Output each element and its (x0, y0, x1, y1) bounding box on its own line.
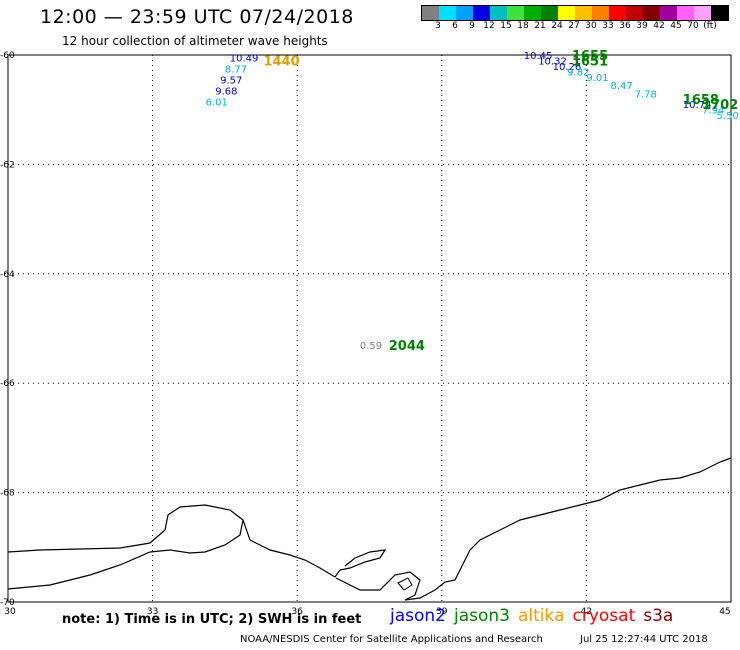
swh-value-label: 10.45 (524, 51, 553, 62)
colorbar-swatch (660, 6, 677, 20)
swh-value-label: 10.49 (230, 54, 259, 65)
colorbar-label: 6 (452, 21, 458, 31)
generated-timestamp: Jul 25 12:27:44 UTC 2018 (580, 634, 708, 645)
swh-value-label: 10.74 (683, 100, 712, 111)
lon-tick-label: 45 (719, 607, 730, 617)
lon-tick-label: 39 (436, 607, 448, 617)
colorbar-label: 9 (469, 21, 475, 31)
lat-tick-label: -66 (0, 379, 15, 389)
lat-tick-label: -64 (0, 270, 15, 280)
swh-value-label: 7.94 (702, 106, 724, 117)
colorbar-swatch (626, 6, 643, 20)
swh-value-label: 8.47 (611, 81, 633, 92)
legend-entry-altika: altika (518, 606, 565, 626)
lon-tick-label: 33 (147, 607, 158, 617)
colorbar-label: 15 (500, 21, 512, 31)
time-label: 1655 (572, 49, 608, 64)
colorbar-swatch (609, 6, 626, 20)
colorbar-swatch (592, 6, 609, 20)
lon-tick-label: 42 (581, 607, 592, 617)
colorbar-label: 33 (602, 21, 614, 31)
lat-tick-label: -60 (0, 51, 15, 61)
colorbar-swatch (541, 6, 558, 20)
grid-lines (8, 55, 731, 602)
swh-value-label: 10.26 (553, 62, 582, 73)
time-label: 1440 (263, 54, 299, 69)
lat-tick-label: -62 (0, 160, 15, 170)
coast-inlet (397, 577, 413, 591)
antarctic-coastline (7, 457, 732, 601)
colorbar-label: 3 (435, 21, 441, 31)
colorbar-swatch (575, 6, 592, 20)
swh-value-label: 0.59 (360, 341, 382, 352)
time-label: 1658 (683, 93, 719, 108)
swh-value-label: 9.82 (567, 67, 589, 78)
colorbar-swatch (490, 6, 507, 20)
colorbar-swatch (524, 6, 541, 20)
colorbar-label: 12 (483, 21, 495, 31)
time-label: 1702 (702, 98, 738, 113)
colorbar (421, 5, 729, 21)
swh-value-label: 5.50 (717, 111, 739, 122)
colorbar-label: 30 (585, 21, 597, 31)
colorbar-swatch (711, 6, 728, 20)
colorbar-swatch (473, 6, 490, 20)
swh-value-label: 8.77 (225, 65, 247, 76)
credit-text: NOAA/NESDIS Center for Satellite Applica… (240, 634, 543, 645)
footnote: note: 1) Time is in UTC; 2) SWH is in fe… (62, 612, 362, 627)
colorbar-label: 42 (653, 21, 665, 31)
colorbar-swatch (677, 6, 694, 20)
plot-frame (7, 54, 732, 603)
legend-entry-cryosat: cryosat (572, 606, 636, 626)
lon-tick-label: 30 (4, 607, 16, 617)
colorbar-label: 70 (687, 21, 699, 31)
colorbar-swatch (456, 6, 473, 20)
axis-labels: 30 33 36 39 42 45 -60 -62 -64 -66 -68 -70 (0, 51, 731, 617)
legend-entry-jason2: jason2 (390, 606, 446, 626)
colorbar-swatch (643, 6, 660, 20)
colorbar-label: 27 (568, 21, 580, 31)
swh-value-label: 9.57 (220, 76, 242, 87)
swh-value-label: 6.01 (206, 97, 228, 108)
colorbar-label: 45 (670, 21, 682, 31)
swh-value-label: 10.32 (538, 56, 567, 67)
legend-entry-s3a: s3a (643, 606, 674, 626)
lat-tick-label: -68 (0, 489, 15, 499)
page-title: 12:00 — 23:59 UTC 07/24/2018 (40, 6, 354, 28)
colorbar-swatch (694, 6, 711, 20)
page-subtitle: 12 hour collection of altimeter wave hei… (62, 34, 328, 48)
colorbar-swatch (422, 6, 439, 20)
legend-entry-jason3: jason3 (454, 606, 510, 626)
lon-tick-label: 36 (291, 607, 303, 617)
colorbar-swatch (439, 6, 456, 20)
satellite-legend: jason2 jason3 altika cryosat s3a (390, 606, 681, 626)
swh-value-label: 7.78 (635, 89, 657, 100)
colorbar-label: 21 (534, 21, 546, 31)
time-label: 1651 (572, 54, 608, 69)
swh-labels: 10.498.779.579.686.01 0.59 10.4510.3210.26… (206, 51, 739, 352)
colorbar-label: (ft) (703, 21, 717, 31)
colorbar-label: 18 (517, 21, 529, 31)
time-label: 2044 (389, 339, 425, 354)
colorbar-label: 36 (619, 21, 631, 31)
colorbar-swatch (558, 6, 575, 20)
lat-tick-label: -70 (0, 598, 15, 608)
swh-value-label: 9.68 (215, 87, 237, 98)
swh-value-label: 9.01 (586, 73, 608, 84)
colorbar-label: 39 (636, 21, 648, 31)
colorbar-swatch (507, 6, 524, 20)
colorbar-label: 24 (551, 21, 563, 31)
